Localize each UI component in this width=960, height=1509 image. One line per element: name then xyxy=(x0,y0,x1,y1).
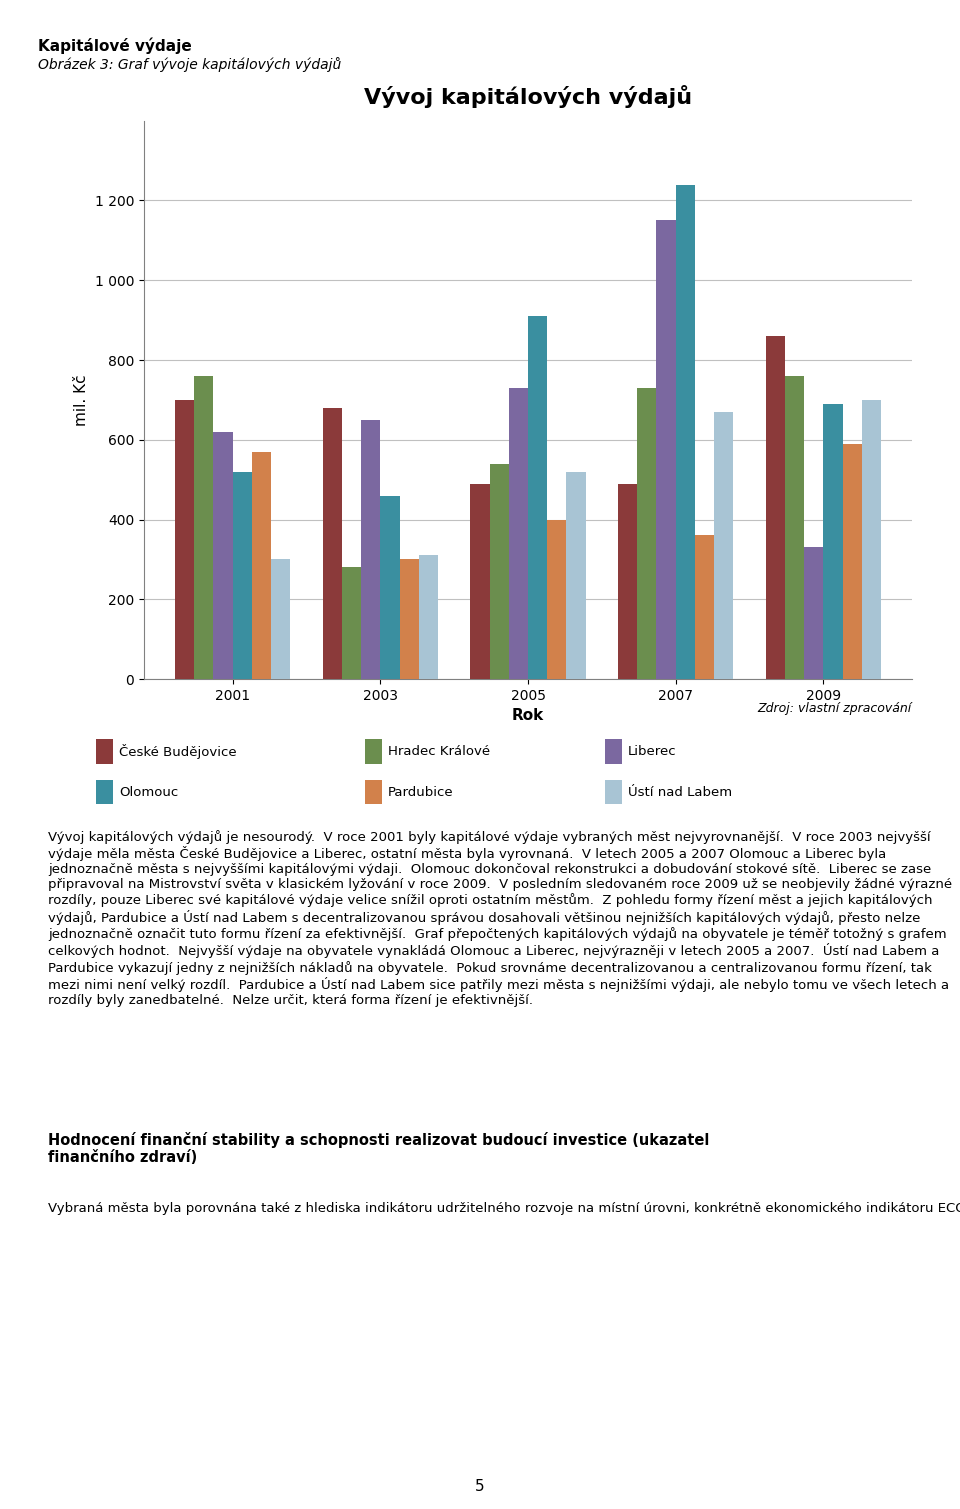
Text: České Budějovice: České Budějovice xyxy=(119,744,237,759)
Bar xyxy=(419,555,438,679)
Y-axis label: mil. Kč: mil. Kč xyxy=(74,374,89,426)
Bar xyxy=(528,315,547,679)
Text: Vývoj kapitálových výdajů je nesourodý.  V roce 2001 byly kapitálové výdaje vybr: Vývoj kapitálových výdajů je nesourodý. … xyxy=(48,830,952,1007)
Bar xyxy=(470,483,490,679)
Bar xyxy=(232,472,252,679)
Text: 5: 5 xyxy=(475,1479,485,1494)
Bar xyxy=(213,432,232,679)
Bar xyxy=(323,407,342,679)
Bar xyxy=(547,519,566,679)
Bar xyxy=(509,388,528,679)
Text: Pardubice: Pardubice xyxy=(388,786,453,798)
Bar xyxy=(618,483,637,679)
Bar xyxy=(361,420,380,679)
Bar xyxy=(862,400,881,679)
Bar xyxy=(766,337,785,679)
Text: Obrázek 3: Graf vývoje kapitálových výdajů: Obrázek 3: Graf vývoje kapitálových výda… xyxy=(38,57,342,72)
Bar xyxy=(637,388,657,679)
Bar xyxy=(843,444,862,679)
Text: Hradec Králové: Hradec Králové xyxy=(388,745,490,758)
Bar xyxy=(695,536,714,679)
Bar xyxy=(380,495,399,679)
Bar xyxy=(785,376,804,679)
Bar xyxy=(194,376,213,679)
Bar xyxy=(676,184,695,679)
Text: Olomouc: Olomouc xyxy=(119,786,179,798)
Bar xyxy=(824,404,843,679)
Bar xyxy=(399,560,419,679)
Text: Vybraná města byla porovnána také z hlediska indikátoru udržitelného rozvoje na : Vybraná města byla porovnána také z hled… xyxy=(48,1200,960,1215)
Bar xyxy=(252,451,271,679)
Text: Zdroj: vlastní zpracování: Zdroj: vlastní zpracování xyxy=(757,702,912,715)
Text: Hodnocení finanční stability a schopnosti realizovat budoucí investice (ukazatel: Hodnocení finanční stability a schopnost… xyxy=(48,1132,709,1165)
Text: Kapitálové výdaje: Kapitálové výdaje xyxy=(38,38,192,54)
Bar xyxy=(342,567,361,679)
Bar xyxy=(804,548,824,679)
Bar xyxy=(271,560,290,679)
Bar xyxy=(490,463,509,679)
Bar xyxy=(175,400,194,679)
Text: Ústí nad Labem: Ústí nad Labem xyxy=(628,786,732,798)
Title: Vývoj kapitálových výdajů: Vývoj kapitálových výdajů xyxy=(364,85,692,109)
X-axis label: Rok: Rok xyxy=(512,708,544,723)
Bar xyxy=(714,412,733,679)
Bar xyxy=(566,472,586,679)
Text: Liberec: Liberec xyxy=(628,745,677,758)
Bar xyxy=(657,220,676,679)
